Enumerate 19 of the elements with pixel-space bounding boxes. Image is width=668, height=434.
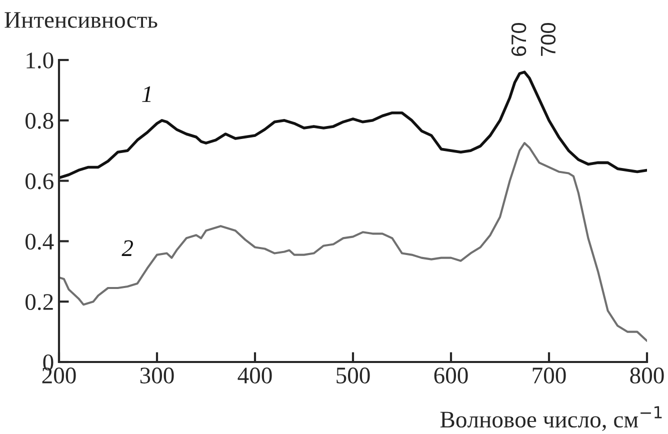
y-axis-title: Интенсивность <box>4 12 158 28</box>
x-tick-label: 300 <box>140 368 174 384</box>
x-axis-title: Волновое число, см$^{−1}$ <box>440 406 662 431</box>
y-tick-label: 0.8 <box>26 112 54 129</box>
x-tick-label: 600 <box>434 368 468 384</box>
y-tick-label: 0.4 <box>26 234 54 250</box>
y-tick-label: 0.2 <box>26 294 53 310</box>
series-label: 2 <box>122 240 133 256</box>
y-tick-label: 0.6 <box>26 173 54 190</box>
y-tick-label: 1.0 <box>26 52 54 69</box>
text: 670 <box>511 23 526 56</box>
line-series <box>59 142 647 342</box>
series-label: 1 <box>142 86 151 102</box>
line-series <box>59 70 647 180</box>
x-tick-label: 700 <box>532 368 566 384</box>
x-tick-label: 800 <box>630 368 664 384</box>
text: 700 <box>540 23 556 56</box>
x-tick-label: 400 <box>238 368 272 384</box>
x-tick-label: 500 <box>336 368 370 384</box>
